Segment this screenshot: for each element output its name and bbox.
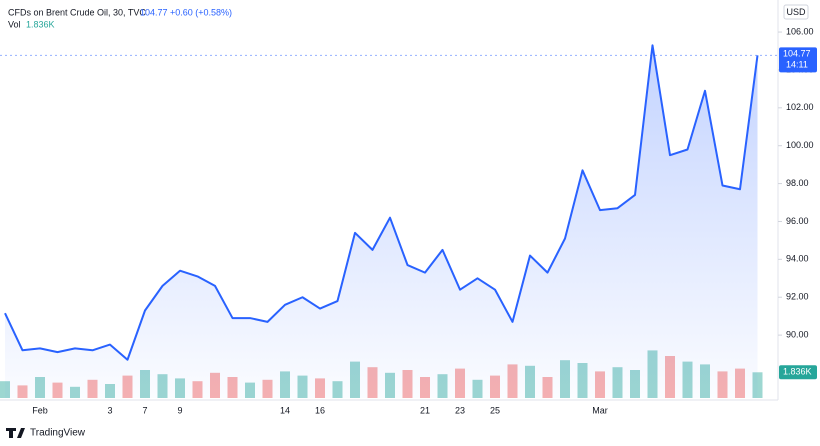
y-tick-label: 94.00 [786, 254, 809, 264]
price-area [5, 45, 758, 398]
x-tick-label: 16 [315, 405, 325, 415]
countdown: 14:11 [786, 60, 808, 70]
x-tick-label: Mar [592, 405, 608, 415]
volume-legend-value: 1.836K [26, 19, 55, 29]
legend-price: 104.77 [140, 7, 168, 17]
x-tick-label: Feb [32, 405, 48, 415]
y-tick-label: 96.00 [786, 216, 809, 226]
logo-icon [6, 428, 25, 438]
y-tick-label: 90.00 [786, 329, 809, 339]
x-tick-label: 21 [420, 405, 430, 415]
y-tick-label: 106.00 [786, 26, 814, 36]
y-tick-label: 102.00 [786, 102, 814, 112]
price-line [4, 44, 759, 361]
y-tick-label: 92.00 [786, 292, 809, 302]
x-tick-label: 25 [490, 405, 500, 415]
x-tick-label: 7 [142, 405, 147, 415]
x-tick-label: 14 [280, 405, 290, 415]
symbol-title: CFDs on Brent Crude Oil, 30, TVC [8, 7, 146, 17]
currency-box[interactable] [783, 4, 809, 20]
last-price-tag [779, 47, 817, 73]
volume-label: Vol [8, 19, 21, 29]
legend-change: +0.60 (+0.58%) [170, 7, 232, 17]
last-price: 104.77 [783, 49, 811, 59]
x-tick-label: 9 [177, 405, 182, 415]
y-tick-label: 100.00 [786, 140, 814, 150]
volume-tag [779, 365, 817, 380]
x-tick-label: 23 [455, 405, 465, 415]
currency[interactable]: USD [786, 7, 806, 17]
x-tick-label: 3 [107, 405, 112, 415]
tradingview-logo[interactable]: TradingView [6, 428, 86, 439]
brand: TradingView [30, 428, 86, 439]
volume-tag-label: 1.836K [783, 367, 812, 377]
y-tick-label: 98.00 [786, 178, 809, 188]
